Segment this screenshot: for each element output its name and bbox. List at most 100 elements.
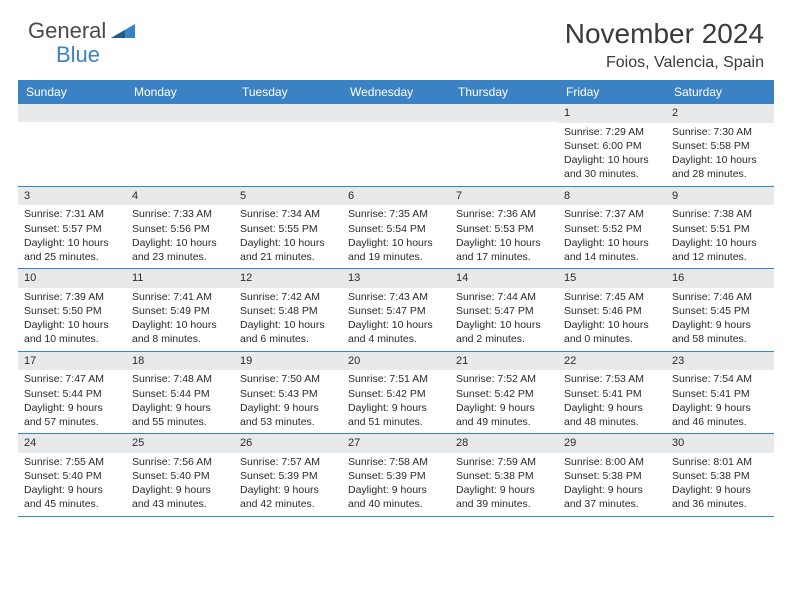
day-line: Daylight: 9 hours and 58 minutes.: [672, 318, 768, 346]
location-text: Foios, Valencia, Spain: [565, 54, 764, 72]
brand-text-2: Blue: [56, 42, 100, 68]
day-body: Sunrise: 7:55 AMSunset: 5:40 PMDaylight:…: [18, 453, 126, 516]
day-line: Sunset: 5:52 PM: [564, 222, 660, 236]
day-number: 3: [18, 187, 126, 206]
day-number: 8: [558, 187, 666, 206]
day-cell: 9Sunrise: 7:38 AMSunset: 5:51 PMDaylight…: [666, 187, 774, 269]
day-line: Sunrise: 7:36 AM: [456, 207, 552, 221]
day-cell: [126, 104, 234, 186]
day-body: [450, 122, 558, 128]
day-number: 13: [342, 269, 450, 288]
day-body: Sunrise: 7:45 AMSunset: 5:46 PMDaylight:…: [558, 288, 666, 351]
day-line: Sunset: 5:40 PM: [132, 469, 228, 483]
day-line: Daylight: 9 hours and 42 minutes.: [240, 483, 336, 511]
day-number: 21: [450, 352, 558, 371]
day-body: Sunrise: 7:42 AMSunset: 5:48 PMDaylight:…: [234, 288, 342, 351]
day-line: Sunset: 5:46 PM: [564, 304, 660, 318]
day-line: Sunrise: 7:35 AM: [348, 207, 444, 221]
day-body: Sunrise: 7:30 AMSunset: 5:58 PMDaylight:…: [666, 123, 774, 186]
day-body: Sunrise: 7:51 AMSunset: 5:42 PMDaylight:…: [342, 370, 450, 433]
day-cell: 7Sunrise: 7:36 AMSunset: 5:53 PMDaylight…: [450, 187, 558, 269]
day-cell: 23Sunrise: 7:54 AMSunset: 5:41 PMDayligh…: [666, 352, 774, 434]
day-line: Daylight: 10 hours and 28 minutes.: [672, 153, 768, 181]
day-cell: 16Sunrise: 7:46 AMSunset: 5:45 PMDayligh…: [666, 269, 774, 351]
day-number-empty: [234, 104, 342, 122]
day-number: 2: [666, 104, 774, 123]
day-line: Daylight: 9 hours and 53 minutes.: [240, 401, 336, 429]
day-line: Daylight: 9 hours and 46 minutes.: [672, 401, 768, 429]
day-body: [234, 122, 342, 128]
day-line: Sunrise: 7:48 AM: [132, 372, 228, 386]
day-line: Sunset: 5:53 PM: [456, 222, 552, 236]
day-cell: 19Sunrise: 7:50 AMSunset: 5:43 PMDayligh…: [234, 352, 342, 434]
day-body: Sunrise: 8:00 AMSunset: 5:38 PMDaylight:…: [558, 453, 666, 516]
day-body: Sunrise: 7:37 AMSunset: 5:52 PMDaylight:…: [558, 205, 666, 268]
day-body: Sunrise: 7:39 AMSunset: 5:50 PMDaylight:…: [18, 288, 126, 351]
day-body: Sunrise: 7:43 AMSunset: 5:47 PMDaylight:…: [342, 288, 450, 351]
brand-text-1: General: [28, 18, 106, 44]
day-cell: [342, 104, 450, 186]
day-cell: 29Sunrise: 8:00 AMSunset: 5:38 PMDayligh…: [558, 434, 666, 516]
day-line: Daylight: 9 hours and 55 minutes.: [132, 401, 228, 429]
dow-saturday: Saturday: [666, 80, 774, 104]
day-body: [18, 122, 126, 128]
day-cell: 22Sunrise: 7:53 AMSunset: 5:41 PMDayligh…: [558, 352, 666, 434]
dow-tuesday: Tuesday: [234, 80, 342, 104]
day-number: 17: [18, 352, 126, 371]
day-body: Sunrise: 7:47 AMSunset: 5:44 PMDaylight:…: [18, 370, 126, 433]
day-cell: 25Sunrise: 7:56 AMSunset: 5:40 PMDayligh…: [126, 434, 234, 516]
day-line: Daylight: 9 hours and 45 minutes.: [24, 483, 120, 511]
day-number: 29: [558, 434, 666, 453]
dow-header-row: Sunday Monday Tuesday Wednesday Thursday…: [18, 80, 774, 104]
day-line: Sunrise: 7:37 AM: [564, 207, 660, 221]
day-body: Sunrise: 7:53 AMSunset: 5:41 PMDaylight:…: [558, 370, 666, 433]
day-body: Sunrise: 7:46 AMSunset: 5:45 PMDaylight:…: [666, 288, 774, 351]
day-line: Sunset: 5:55 PM: [240, 222, 336, 236]
day-body: Sunrise: 7:35 AMSunset: 5:54 PMDaylight:…: [342, 205, 450, 268]
day-line: Sunrise: 7:58 AM: [348, 455, 444, 469]
day-line: Sunset: 5:43 PM: [240, 387, 336, 401]
day-line: Daylight: 10 hours and 23 minutes.: [132, 236, 228, 264]
day-number: 22: [558, 352, 666, 371]
day-line: Daylight: 10 hours and 30 minutes.: [564, 153, 660, 181]
day-line: Sunset: 5:39 PM: [348, 469, 444, 483]
day-cell: [234, 104, 342, 186]
day-body: Sunrise: 7:48 AMSunset: 5:44 PMDaylight:…: [126, 370, 234, 433]
day-number: 27: [342, 434, 450, 453]
day-cell: 17Sunrise: 7:47 AMSunset: 5:44 PMDayligh…: [18, 352, 126, 434]
day-line: Sunrise: 7:57 AM: [240, 455, 336, 469]
day-line: Daylight: 9 hours and 36 minutes.: [672, 483, 768, 511]
day-line: Sunrise: 7:51 AM: [348, 372, 444, 386]
day-body: Sunrise: 7:52 AMSunset: 5:42 PMDaylight:…: [450, 370, 558, 433]
day-line: Daylight: 10 hours and 10 minutes.: [24, 318, 120, 346]
day-line: Sunrise: 7:53 AM: [564, 372, 660, 386]
day-line: Sunset: 5:49 PM: [132, 304, 228, 318]
day-line: Sunrise: 7:30 AM: [672, 125, 768, 139]
day-line: Sunrise: 7:39 AM: [24, 290, 120, 304]
day-line: Sunset: 5:48 PM: [240, 304, 336, 318]
day-body: Sunrise: 7:38 AMSunset: 5:51 PMDaylight:…: [666, 205, 774, 268]
day-line: Sunset: 5:44 PM: [24, 387, 120, 401]
day-cell: 3Sunrise: 7:31 AMSunset: 5:57 PMDaylight…: [18, 187, 126, 269]
day-line: Sunrise: 7:31 AM: [24, 207, 120, 221]
day-cell: 18Sunrise: 7:48 AMSunset: 5:44 PMDayligh…: [126, 352, 234, 434]
day-cell: 14Sunrise: 7:44 AMSunset: 5:47 PMDayligh…: [450, 269, 558, 351]
day-line: Sunset: 5:45 PM: [672, 304, 768, 318]
day-line: Sunset: 5:38 PM: [564, 469, 660, 483]
day-line: Sunset: 5:38 PM: [456, 469, 552, 483]
day-number: 23: [666, 352, 774, 371]
day-line: Daylight: 9 hours and 39 minutes.: [456, 483, 552, 511]
day-line: Sunrise: 7:43 AM: [348, 290, 444, 304]
day-body: Sunrise: 7:31 AMSunset: 5:57 PMDaylight:…: [18, 205, 126, 268]
day-number-empty: [450, 104, 558, 122]
day-line: Sunrise: 7:41 AM: [132, 290, 228, 304]
day-number: 26: [234, 434, 342, 453]
day-line: Daylight: 10 hours and 6 minutes.: [240, 318, 336, 346]
day-cell: 15Sunrise: 7:45 AMSunset: 5:46 PMDayligh…: [558, 269, 666, 351]
dow-monday: Monday: [126, 80, 234, 104]
day-line: Sunset: 5:47 PM: [456, 304, 552, 318]
day-line: Daylight: 9 hours and 57 minutes.: [24, 401, 120, 429]
title-block: November 2024 Foios, Valencia, Spain: [565, 18, 764, 72]
day-body: Sunrise: 7:29 AMSunset: 6:00 PMDaylight:…: [558, 123, 666, 186]
day-number: 25: [126, 434, 234, 453]
